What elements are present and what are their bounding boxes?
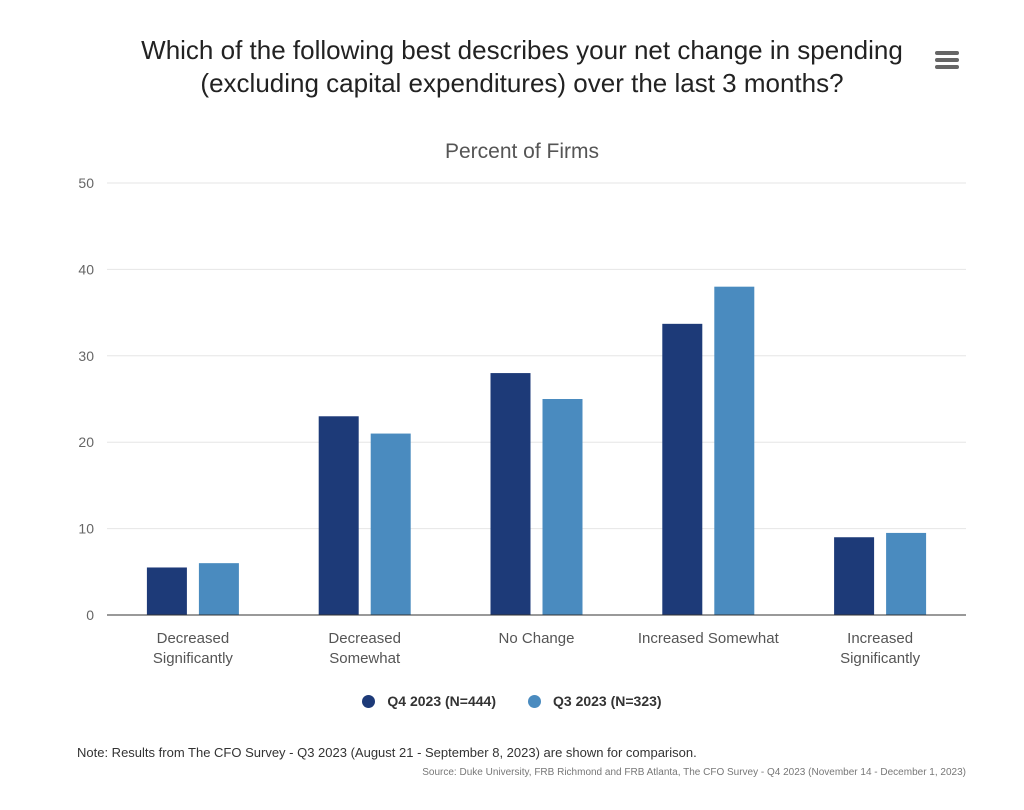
legend-label: Q3 2023 (N=323) bbox=[553, 693, 662, 709]
y-tick-label: 10 bbox=[78, 521, 94, 537]
menu-line bbox=[935, 58, 959, 62]
menu-line bbox=[935, 51, 959, 55]
bar-series-1-4[interactable] bbox=[834, 537, 875, 615]
bar-series-1-1[interactable] bbox=[318, 416, 359, 615]
hamburger-menu-icon[interactable] bbox=[932, 48, 962, 72]
y-tick-label: 30 bbox=[78, 348, 94, 364]
grid-lines bbox=[107, 182, 966, 530]
chart-source: Source: Duke University, FRB Richmond an… bbox=[422, 767, 966, 778]
chart-note: Note: Results from The CFO Survey - Q3 2… bbox=[77, 745, 697, 760]
bar-series-1-3[interactable] bbox=[662, 323, 703, 615]
bar-series-1-0[interactable] bbox=[146, 567, 187, 615]
legend-dot-icon bbox=[362, 694, 376, 708]
y-axis-tick-labels: 0 10 20 30 40 50 bbox=[78, 175, 94, 623]
bar-series-2-0[interactable] bbox=[198, 563, 239, 615]
chart-title: Which of the following best describes yo… bbox=[141, 35, 903, 98]
y-tick-label: 50 bbox=[78, 175, 94, 191]
bar-series-2-1[interactable] bbox=[370, 433, 411, 615]
legend-item-series-1[interactable]: Q4 2023 (N=444) bbox=[362, 693, 496, 709]
bars bbox=[146, 286, 927, 615]
x-category-label: No Change bbox=[499, 630, 575, 647]
chart-subtitle: Percent of Firms bbox=[444, 140, 600, 163]
legend: Q4 2023 (N=444) Q3 2023 (N=323) bbox=[0, 693, 1024, 709]
bar-series-1-2[interactable] bbox=[490, 373, 531, 615]
legend-dot-icon bbox=[528, 694, 541, 708]
bar-series-2-2[interactable] bbox=[542, 399, 583, 615]
legend-label: Q4 2023 (N=444) bbox=[387, 693, 496, 709]
x-category-label: Increased Somewhat bbox=[638, 630, 780, 647]
y-tick-label: 20 bbox=[78, 434, 94, 450]
bar-series-2-3[interactable] bbox=[714, 286, 755, 615]
y-tick-label: 40 bbox=[78, 261, 94, 277]
x-category-label: Decreased Significantly bbox=[153, 630, 234, 667]
bar-series-2-4[interactable] bbox=[886, 532, 927, 615]
legend-item-series-2[interactable]: Q3 2023 (N=323) bbox=[528, 693, 662, 709]
x-category-label: Increased Significantly bbox=[840, 630, 921, 667]
menu-line bbox=[935, 65, 959, 69]
y-tick-label: 0 bbox=[86, 607, 94, 623]
x-axis-category-labels: Decreased Significantly Decreased Somewhat N… bbox=[153, 630, 921, 667]
x-category-label: Decreased Somewhat bbox=[328, 630, 401, 667]
